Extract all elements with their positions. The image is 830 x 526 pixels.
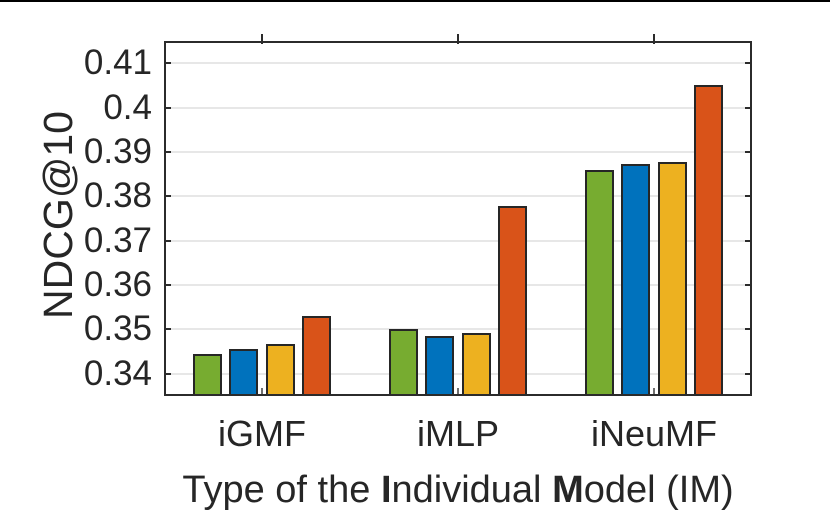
top-rule [0, 0, 830, 2]
gridline [164, 150, 752, 153]
bar-iGMF-series-3-yellow [265, 344, 295, 396]
y-tick-right [745, 239, 752, 242]
x-tick-bottom [457, 388, 459, 394]
y-tick-right [745, 150, 752, 153]
gridline [164, 372, 752, 375]
bar-iNeuMF-series-3-yellow [657, 161, 687, 396]
y-tick-left [164, 106, 171, 109]
bar-iGMF-series-4-orange [301, 316, 331, 396]
y-tick-right [745, 372, 752, 375]
y-tick-right [745, 62, 752, 65]
x-tick-top [653, 34, 655, 44]
x-axis-label: Type of the Individual Model (IM) [88, 466, 828, 514]
y-tick-left [164, 372, 171, 375]
bar-iGMF-series-1-green [193, 353, 222, 396]
x-tick-bottom [653, 388, 655, 394]
bar-iNeuMF-series-4-orange [693, 84, 723, 396]
y-tick-label: 0.34 [83, 353, 152, 393]
y-tick-right [745, 284, 752, 287]
bar-iNeuMF-series-1-green [585, 169, 614, 396]
y-tick-left [164, 150, 171, 153]
x-axis-label-bold-segment: M [552, 469, 584, 511]
y-tick-label: 0.39 [83, 131, 152, 171]
category-label-iNeuMF: iNeuMF [590, 413, 718, 454]
y-tick-label: 0.35 [83, 309, 152, 349]
axis-right-border [750, 41, 752, 396]
x-tick-bottom [261, 388, 263, 394]
y-tick-label: 0.38 [83, 176, 152, 216]
y-tick-left [164, 328, 171, 331]
y-tick-right [745, 328, 752, 331]
gridline [164, 328, 752, 331]
gridline [164, 62, 752, 65]
category-label-iGMF: iGMF [218, 413, 306, 454]
x-axis-label-segment: odel (IM) [583, 469, 734, 511]
bar-iMLP-series-1-green [389, 329, 418, 396]
y-tick-label: 0.37 [83, 220, 152, 260]
bar-iMLP-series-2-blue [425, 335, 455, 396]
plot-area [164, 34, 752, 396]
bar-iMLP-series-4-orange [497, 205, 527, 396]
x-tick-top [457, 34, 459, 44]
y-tick-right [745, 106, 752, 109]
gridline [164, 106, 752, 109]
bar-iNeuMF-series-2-blue [621, 164, 651, 396]
y-tick-right [745, 195, 752, 198]
y-tick-left [164, 62, 171, 65]
gridline [164, 284, 752, 287]
x-axis-label-bold-segment: I [380, 469, 392, 511]
axis-bottom-border [164, 394, 752, 396]
gridline [164, 195, 752, 198]
axis-left-border [164, 41, 166, 396]
x-axis-label-segment: ndividual [391, 469, 553, 511]
gridline [164, 239, 752, 242]
y-tick-left [164, 195, 171, 198]
x-axis-label-segment: Type of the [182, 469, 381, 511]
x-tick-top [261, 34, 263, 44]
bar-iGMF-series-2-blue [229, 349, 259, 396]
y-tick-label: 0.41 [83, 43, 152, 83]
category-label-iMLP: iMLP [416, 413, 500, 454]
y-tick-left [164, 239, 171, 242]
y-tick-left [164, 284, 171, 287]
y-tick-label: 0.36 [83, 265, 152, 305]
bar-iMLP-series-3-yellow [461, 332, 491, 396]
y-tick-label: 0.4 [103, 87, 152, 127]
